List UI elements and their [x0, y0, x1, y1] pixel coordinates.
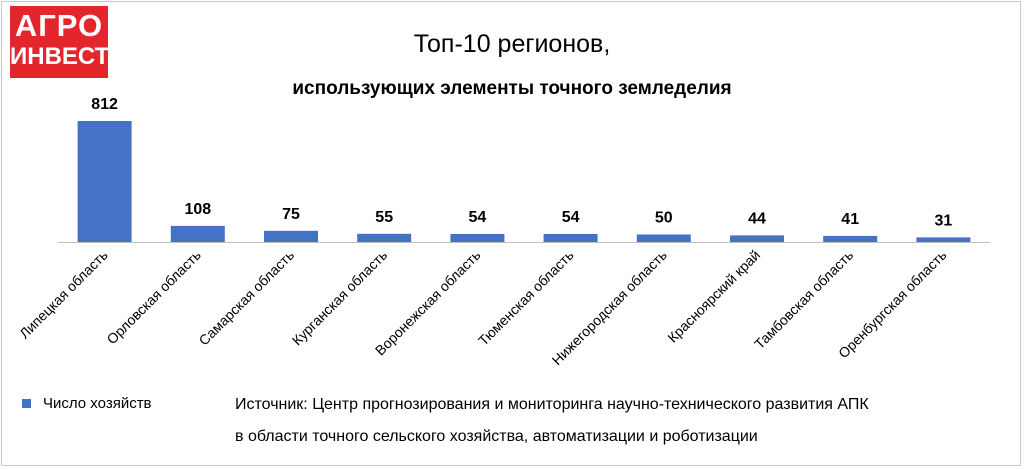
- chart-title: Топ-10 регионов,: [413, 30, 611, 58]
- bar-3: [264, 230, 318, 242]
- data-label-7: 50: [655, 210, 673, 227]
- category-label-6: Тюменская область: [475, 247, 577, 349]
- category-label-8: Красноярский край: [664, 247, 763, 346]
- chart-subtitle: использующих элементы точного земледелия: [292, 78, 732, 99]
- data-label-3: 75: [282, 206, 300, 223]
- bar-7: [636, 234, 691, 242]
- bar-1: [77, 121, 132, 242]
- data-label-1: 812: [91, 96, 118, 113]
- legend-swatch: [22, 398, 31, 408]
- bar-4: [357, 233, 412, 242]
- data-label-5: 54: [469, 209, 487, 226]
- bar-9: [823, 235, 878, 242]
- category-label-4: Курганская область: [289, 247, 391, 349]
- bar-5: [450, 234, 505, 242]
- source-line-2: в области точного сельского хозяйства, а…: [235, 428, 758, 445]
- data-label-2: 108: [184, 201, 211, 218]
- data-label-10: 31: [935, 212, 953, 229]
- data-label-6: 54: [562, 209, 580, 226]
- bar-10: [916, 237, 971, 242]
- bar-6: [543, 234, 598, 242]
- category-label-3: Самарская область: [195, 247, 297, 349]
- data-label-8: 44: [748, 210, 766, 227]
- legend: Число хозяйств: [22, 395, 152, 412]
- source-line-1: Источник: Центр прогнозирования и монито…: [235, 396, 869, 413]
- data-label-9: 41: [841, 211, 859, 228]
- data-label-4: 55: [375, 209, 393, 226]
- category-label-1: Липецкая область: [16, 247, 111, 342]
- bar-8: [730, 235, 784, 242]
- logo-line-1: АГРО: [14, 8, 104, 43]
- category-label-5: Воронежская область: [372, 247, 484, 359]
- category-label-2: Орловская область: [103, 247, 203, 347]
- category-label-10: Оренбургская область: [835, 247, 949, 361]
- category-label-9: Тамбовская область: [751, 247, 856, 352]
- legend-label: Число хозяйств: [43, 395, 152, 412]
- bar-2: [170, 225, 225, 242]
